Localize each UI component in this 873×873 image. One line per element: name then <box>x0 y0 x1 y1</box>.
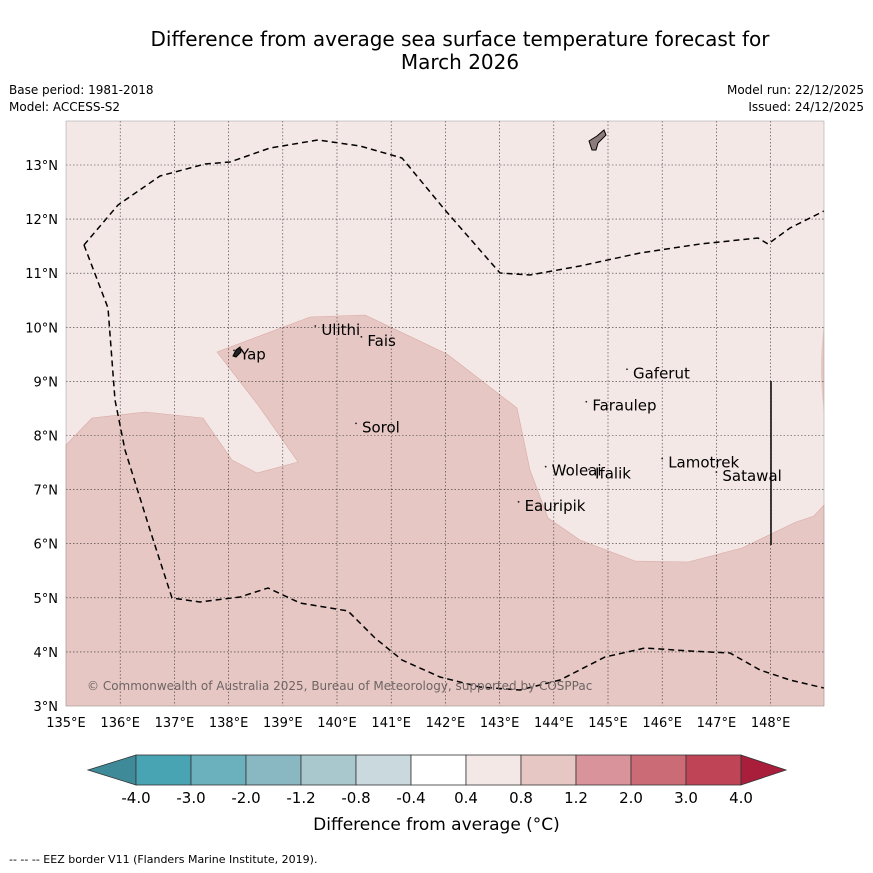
colorbar-tick-label: 0.8 <box>509 789 533 807</box>
colorbar-box <box>575 754 632 786</box>
colorbar-box <box>520 754 577 786</box>
eez-border-west <box>83 244 825 691</box>
colorbar-extend-high <box>740 754 788 786</box>
colorbar-tick-label: -0.8 <box>341 789 370 807</box>
lat-tick-label: 11°N <box>25 267 58 282</box>
colorbar-box <box>410 754 467 786</box>
colorbar-tick-label: -4.0 <box>121 789 150 807</box>
place-label: Sorol <box>362 418 400 436</box>
lon-tick-label: 146°E <box>642 716 682 731</box>
place-label: Yap <box>239 345 266 363</box>
lon-tick-label: 142°E <box>426 716 466 731</box>
colorbar-tick-label: 4.0 <box>729 789 753 807</box>
island-marker <box>233 349 235 352</box>
lon-tick-label: 139°E <box>263 716 303 731</box>
eez-border <box>83 139 825 276</box>
place-label: Ifalik <box>595 464 631 482</box>
axis-labels: 3°N 4°N 5°N 6°N 7°N 8°N 9°N 10°N 11°N 12°N 13°N 135… <box>25 159 790 731</box>
island-marker <box>360 335 363 338</box>
lat-tick-label: 5°N <box>34 592 59 607</box>
map-frame <box>65 120 825 707</box>
title-line-2: March 2026 <box>400 50 520 74</box>
title-line-1: Difference from average sea surface temp… <box>150 27 770 51</box>
lon-tick-label: 135°E <box>46 716 86 731</box>
colorbar-box <box>465 754 522 786</box>
island-marker <box>355 422 357 425</box>
colorbar-tick-label: -1.2 <box>286 789 315 807</box>
island-marker <box>588 468 590 471</box>
lon-tick-label: 143°E <box>480 716 520 731</box>
lat-tick-label: 7°N <box>34 484 59 499</box>
place-label: Faraulep <box>592 397 656 415</box>
colorbar-tick-label: 0.4 <box>454 789 478 807</box>
model-name: Model: ACCESS-S2 <box>9 100 121 114</box>
lon-tick-label: 147°E <box>697 716 737 731</box>
anomaly-band-0-8-1-2 <box>65 314 825 707</box>
place-label: Lamotrek <box>668 454 739 472</box>
colorbar-tick-label: -2.0 <box>231 789 260 807</box>
colorbar-tick-label: 3.0 <box>674 789 698 807</box>
island-marker <box>715 471 718 473</box>
issued-date: Issued: 24/12/2025 <box>748 100 864 114</box>
place-label: Eauripik <box>525 497 586 515</box>
island-marker <box>544 465 547 468</box>
colorbar-box <box>190 754 247 786</box>
place-label: Gaferut <box>633 364 690 382</box>
place-label: Satawal <box>722 467 781 485</box>
lon-tick-label: 141°E <box>371 716 411 731</box>
lat-tick-label: 13°N <box>25 159 58 174</box>
page-title: Difference from average sea surface temp… <box>80 28 840 74</box>
colorbar-box <box>685 754 742 786</box>
colorbar-title: Difference from average (°C) <box>313 815 560 835</box>
island-marker <box>626 368 628 371</box>
lat-tick-label: 12°N <box>25 213 58 228</box>
lon-tick-label: 144°E <box>534 716 574 731</box>
island-marker <box>517 500 520 503</box>
model-run: Model run: 22/12/2025 <box>726 83 864 97</box>
colorbar-tick-label: -0.4 <box>396 789 425 807</box>
anomaly-patch-east <box>821 325 824 412</box>
lon-tick-label: 138°E <box>209 716 249 731</box>
meta-left: Base period: 1981-2018 Model: ACCESS-S2 <box>9 82 154 116</box>
island-marker <box>585 400 588 403</box>
island-marker <box>661 457 664 460</box>
lon-tick-label: 145°E <box>588 716 628 731</box>
guam-island <box>588 129 607 151</box>
meta-right: Model run: 22/12/2025 Issued: 24/12/2025 <box>727 82 864 116</box>
colorbar-box <box>630 754 687 786</box>
lat-tick-label: 9°N <box>34 375 59 390</box>
lat-tick-label: 8°N <box>34 430 59 445</box>
colorbar-extend-low <box>86 754 137 786</box>
graticule <box>66 121 824 706</box>
colorbar-box <box>245 754 302 786</box>
lon-tick-label: 136°E <box>100 716 140 731</box>
lon-tick-label: 137°E <box>155 716 195 731</box>
yap-island <box>232 346 242 358</box>
lat-tick-label: 10°N <box>25 321 58 336</box>
place-label: Woleai <box>552 462 602 480</box>
lon-tick-label: 148°E <box>751 716 791 731</box>
lat-tick-label: 6°N <box>34 538 59 553</box>
place-label: Fais <box>367 332 396 350</box>
lat-tick-label: 4°N <box>34 646 59 661</box>
colorbar-tick-label: -3.0 <box>176 789 205 807</box>
place-label: Ulithi <box>321 321 360 339</box>
island-marker <box>314 325 317 327</box>
colorbar-box <box>300 754 357 786</box>
colorbar-tick-label: 2.0 <box>619 789 643 807</box>
place-labels: Yap Ulithi Fais Sorol Gaferut Faraulep WoleaiI… <box>233 321 782 515</box>
colorbar-box <box>135 754 192 786</box>
colorbar-box <box>355 754 412 786</box>
eez-legend: -- -- -- EEZ border V11 (Flanders Marine… <box>9 853 318 866</box>
lon-tick-label: 140°E <box>317 716 357 731</box>
base-period: Base period: 1981-2018 <box>9 83 154 97</box>
copyright-text: © Commonwealth of Australia 2025, Bureau… <box>87 679 592 693</box>
colorbar-tick-label: 1.2 <box>564 789 588 807</box>
colorbar: -4.0 -3.0 -2.0 -1.2 -0.8 -0.4 0.4 0.8 1.2 2.0 3.0 4… <box>86 754 788 807</box>
lat-tick-label: 3°N <box>34 700 59 715</box>
